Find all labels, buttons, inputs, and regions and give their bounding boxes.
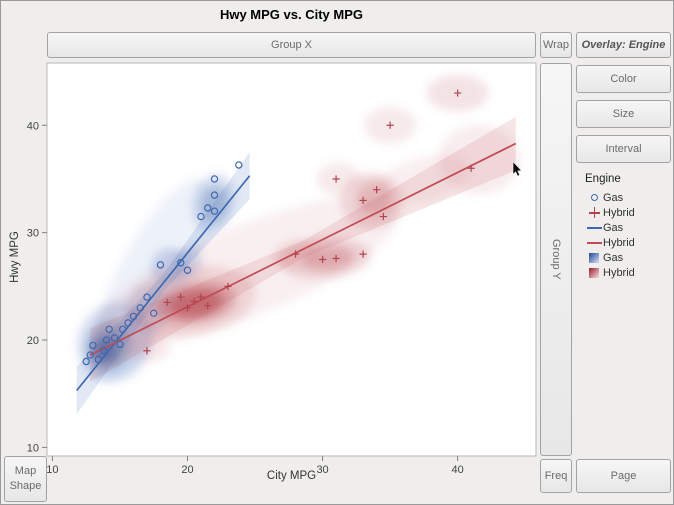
legend: Engine Gas Hybrid Gas Hybrid Gas Hybrid bbox=[585, 173, 673, 280]
drop-zone-color[interactable]: Color bbox=[576, 65, 671, 93]
gas-line-icon bbox=[585, 226, 603, 229]
drop-zone-group-y[interactable]: Group Y bbox=[540, 63, 572, 456]
drop-zone-interval[interactable]: Interval bbox=[576, 135, 671, 163]
legend-item-hybrid-points[interactable]: Hybrid bbox=[585, 205, 673, 220]
page-title: Hwy MPG vs. City MPG bbox=[219, 7, 364, 22]
legend-item-gas-points[interactable]: Gas bbox=[585, 190, 673, 205]
legend-item-hybrid-line[interactable]: Hybrid bbox=[585, 235, 673, 250]
svg-text:30: 30 bbox=[316, 464, 328, 476]
drop-zone-page[interactable]: Page bbox=[576, 459, 671, 493]
svg-text:40: 40 bbox=[27, 120, 39, 132]
legend-item-label: Gas bbox=[603, 221, 624, 234]
map-shape-label-line2: Shape bbox=[9, 480, 42, 492]
plot-canvas[interactable]: 10 20 30 40 10 20 30 40 bbox=[1, 58, 540, 488]
legend-item-gas-density[interactable]: Gas bbox=[585, 250, 673, 265]
drop-zone-wrap[interactable]: Wrap bbox=[540, 32, 572, 58]
gas-circle-marker-icon bbox=[585, 194, 603, 201]
svg-text:10: 10 bbox=[27, 442, 39, 454]
drop-zone-size[interactable]: Size bbox=[576, 100, 671, 128]
legend-item-gas-line[interactable]: Gas bbox=[585, 220, 673, 235]
mouse-cursor bbox=[512, 161, 522, 177]
legend-item-label: Hybrid bbox=[603, 266, 635, 279]
hybrid-plus-marker-icon bbox=[585, 207, 603, 218]
svg-text:20: 20 bbox=[27, 335, 39, 347]
svg-text:20: 20 bbox=[181, 464, 193, 476]
y-axis-title: Hwy MPG bbox=[9, 231, 21, 283]
drop-zone-freq[interactable]: Freq bbox=[540, 459, 572, 493]
drop-zone-group-x[interactable]: Group X bbox=[47, 32, 536, 58]
legend-item-label: Gas bbox=[603, 191, 624, 204]
x-axis-title: City MPG bbox=[266, 470, 317, 482]
legend-item-label: Gas bbox=[603, 251, 624, 264]
legend-item-hybrid-density[interactable]: Hybrid bbox=[585, 265, 673, 280]
svg-text:10: 10 bbox=[46, 464, 58, 476]
map-shape-label-line1: Map bbox=[14, 465, 37, 478]
gas-density-gradient-icon bbox=[585, 252, 603, 263]
hybrid-density-gradient-icon bbox=[585, 267, 603, 278]
legend-item-label: Hybrid bbox=[603, 236, 635, 249]
hybrid-line-icon bbox=[585, 241, 603, 244]
drop-zone-map-shape[interactable]: Map Shape bbox=[4, 456, 47, 502]
svg-text:30: 30 bbox=[27, 228, 39, 240]
legend-title: Engine bbox=[585, 173, 621, 185]
drop-zone-overlay[interactable]: Overlay: Engine bbox=[576, 32, 671, 58]
svg-text:40: 40 bbox=[452, 464, 464, 476]
legend-item-label: Hybrid bbox=[603, 206, 635, 219]
